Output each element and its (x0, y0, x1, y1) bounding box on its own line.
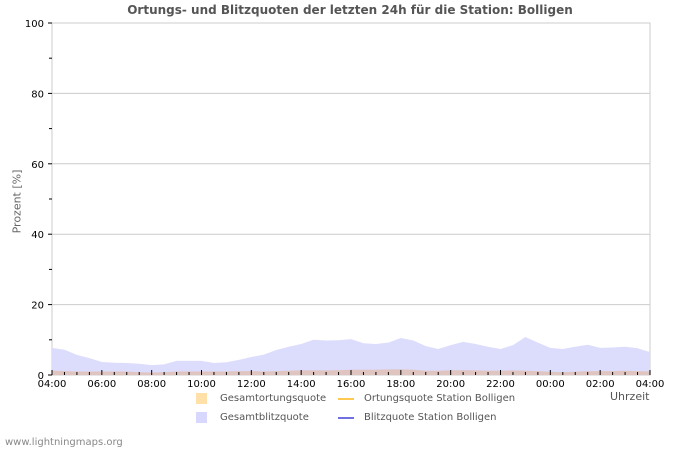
y-tick-label: 40 (31, 230, 44, 241)
x-tick-label: 22:00 (486, 379, 515, 390)
legend-label-ortungsquote-station: Ortungsquote Station Bolligen (364, 393, 516, 404)
footer-credit: www.lightningmaps.org (5, 437, 123, 448)
x-tick-label: 12:00 (237, 379, 266, 390)
plot-frame (51, 22, 651, 376)
axes: 0 20 40 60 80 100 04:00 06:00 08:00 10:00 12:00 14:… (25, 19, 665, 390)
y-tick-label: 60 (31, 160, 44, 171)
y-tick-label: 0 (38, 371, 44, 382)
x-tick-label: 04:00 (636, 379, 665, 390)
x-tick-label: 10:00 (187, 379, 216, 390)
y-tick-label: 20 (31, 301, 44, 312)
legend-label-blitzquote-station: Blitzquote Station Bolligen (364, 412, 497, 423)
x-tick-label: 08:00 (137, 379, 166, 390)
x-tick-label: 04:00 (38, 379, 67, 390)
x-tick-label: 14:00 (287, 379, 316, 390)
gridlines (51, 22, 651, 376)
x-tick-label: 18:00 (386, 379, 415, 390)
chart-title: Ortungs- und Blitzquoten der letzten 24h… (127, 3, 573, 17)
area-gesamtblitzquote (52, 337, 650, 375)
y-axis-label: Prozent [%] (10, 169, 24, 234)
x-tick-label: 20:00 (436, 379, 465, 390)
x-axis-label: Uhrzeit (610, 390, 650, 403)
x-tick-label: 02:00 (586, 379, 615, 390)
x-tick-label: 16:00 (337, 379, 366, 390)
legend-swatch-gesamtortungsquote (196, 393, 207, 404)
legend-line-ortungsquote-station (338, 398, 354, 400)
data-areas (52, 337, 650, 375)
x-tick-label: 00:00 (536, 379, 565, 390)
legend-label-gesamtortungsquote: Gesamtortungsquote (220, 393, 327, 404)
legend-swatch-gesamtblitzquote (196, 412, 207, 423)
x-tick-label: 06:00 (87, 379, 116, 390)
y-tick-label: 100 (25, 19, 44, 30)
legend-line-blitzquote-station (338, 417, 354, 419)
legend-label-gesamtblitzquote: Gesamtblitzquote (220, 412, 309, 423)
y-tick-label: 80 (31, 89, 44, 100)
